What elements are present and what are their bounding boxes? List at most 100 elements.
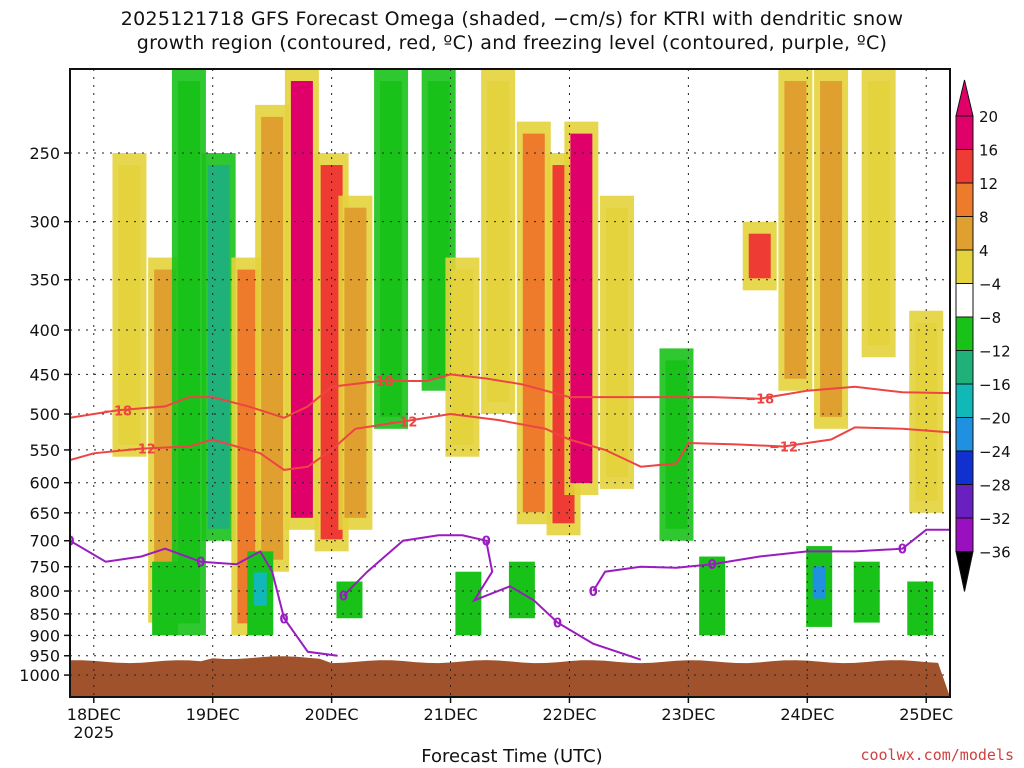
omega-patch-core: [860, 576, 874, 602]
colorbar-label: −24: [979, 443, 1011, 461]
colorbar-label: −20: [979, 410, 1011, 428]
dgz-contour-label: −12: [769, 440, 798, 455]
plot-frame: [69, 68, 951, 698]
freezing-contour-label: 0: [339, 590, 348, 605]
colorbar-label: −12: [979, 343, 1011, 361]
y-tick-label: 1000: [19, 666, 60, 685]
dgz-contour-label: −18: [745, 393, 774, 408]
dgz-contour-label: −12: [388, 416, 417, 431]
y-tick-label: 350: [29, 271, 60, 290]
omega-column: [867, 81, 890, 346]
x-tick-label: 19DEC: [186, 705, 240, 724]
y-tick-label: 550: [29, 441, 60, 460]
colorbar-segment: [955, 450, 974, 485]
colorbar-label: 8: [979, 209, 989, 227]
omega-column: [748, 233, 771, 279]
colorbar-segment: [955, 149, 974, 184]
colorbar-segment: [955, 216, 974, 251]
omega-column: [177, 81, 200, 624]
freezing-contour: [592, 528, 950, 592]
colorbar-segment: [955, 517, 974, 552]
freezing-contour-label: 0: [65, 535, 74, 550]
y-tick-label: 900: [29, 626, 60, 645]
omega-column: [606, 207, 629, 477]
omega-patch-core: [515, 575, 529, 599]
y-tick-label: 650: [29, 504, 60, 523]
dgz-contour-label: −18: [365, 375, 394, 390]
x-tick-label: 24DEC: [780, 705, 834, 724]
omega-column: [344, 207, 367, 518]
colorbar-label: −16: [979, 376, 1011, 394]
colorbar-segment: [955, 316, 974, 351]
y-tick-label: 250: [29, 144, 60, 163]
colorbar-label: 20: [979, 108, 998, 126]
freezing-contour-label: 0: [898, 543, 907, 558]
omega-column: [207, 165, 230, 529]
chart-title-line2: growth region (contoured, red, ºC) and f…: [136, 32, 888, 54]
chart-title-line1: 2025121718 GFS Forecast Omega (shaded, −…: [120, 8, 904, 30]
x-tick-sublabel: 2025: [73, 723, 114, 742]
colorbar-bottom-arrow: [955, 551, 974, 592]
plot-area: [70, 69, 950, 697]
colorbar-segment: [955, 249, 974, 284]
contours: −18 −18 −18 −12 −12 −12 0 0 0 0 0 0 0 0 0: [65, 373, 950, 661]
y-tick-label: 300: [29, 213, 60, 232]
y-tick-label: 750: [29, 558, 60, 577]
colorbar-segment: [955, 115, 974, 150]
omega-column: [118, 165, 141, 445]
freezing-contour-label: 0: [708, 558, 717, 573]
omega-patch-core: [461, 587, 475, 614]
dgz-contour-label: −12: [127, 443, 156, 458]
y-tick-label: 850: [29, 605, 60, 624]
colorbar-label: 4: [979, 242, 989, 260]
colorbar-label: 16: [979, 142, 998, 160]
surface-terrain: [70, 656, 950, 697]
colorbar-segment: [955, 182, 974, 217]
dgz-contour: [70, 412, 950, 471]
x-tick-label: 23DEC: [661, 705, 715, 724]
colorbar-segment: [955, 350, 974, 385]
omega-column: [784, 81, 807, 379]
omega-column: [820, 81, 843, 417]
y-tick-label: 800: [29, 582, 60, 601]
colorbar-label: −32: [979, 510, 1011, 528]
x-tick-label: 18DEC: [67, 705, 121, 724]
y-tick-label: 400: [29, 321, 60, 340]
omega-column: [154, 269, 177, 611]
omega-column: [380, 81, 403, 417]
omega-patch-core: [158, 580, 172, 610]
omega-column: [570, 133, 593, 484]
omega-column: [451, 269, 474, 445]
colorbar-label: 12: [979, 175, 998, 193]
colorbar-label: −8: [979, 309, 1001, 327]
omega-column: [427, 81, 450, 379]
freezing-contour-label: 0: [196, 556, 205, 571]
grid: [70, 69, 950, 697]
x-tick-label: 25DEC: [899, 705, 953, 724]
freezing-contour: [70, 539, 338, 657]
omega-column: [915, 322, 938, 501]
y-tick-label: 700: [29, 532, 60, 551]
omega-patch-core: [253, 572, 267, 606]
colorbar-label: −36: [979, 544, 1011, 562]
colorbar-label: −28: [979, 477, 1011, 495]
colorbar-segment: [955, 484, 974, 519]
freezing-contour-label: 0: [589, 585, 598, 600]
x-tick-label: 20DEC: [305, 705, 359, 724]
colorbar-label: −4: [979, 276, 1001, 294]
colorbar-segment: [955, 383, 974, 418]
colorbar-segment: [955, 283, 974, 318]
omega-patch-core: [913, 594, 927, 617]
omega-column: [522, 133, 545, 513]
omega-column: [237, 269, 260, 624]
y-tick-label: 600: [29, 474, 60, 493]
freezing-contour: [342, 534, 642, 661]
dgz-contour-label: −18: [103, 404, 132, 419]
axes: 250 300 350 400 450 500 550 600 650 700 750 800 850 9…: [19, 144, 953, 742]
omega-column: [290, 81, 313, 518]
omega-patch-core: [705, 576, 719, 608]
credit-link[interactable]: coolwx.com/models: [860, 746, 1014, 764]
y-tick-label: 500: [29, 405, 60, 424]
freezing-contour-label: 0: [482, 535, 491, 550]
